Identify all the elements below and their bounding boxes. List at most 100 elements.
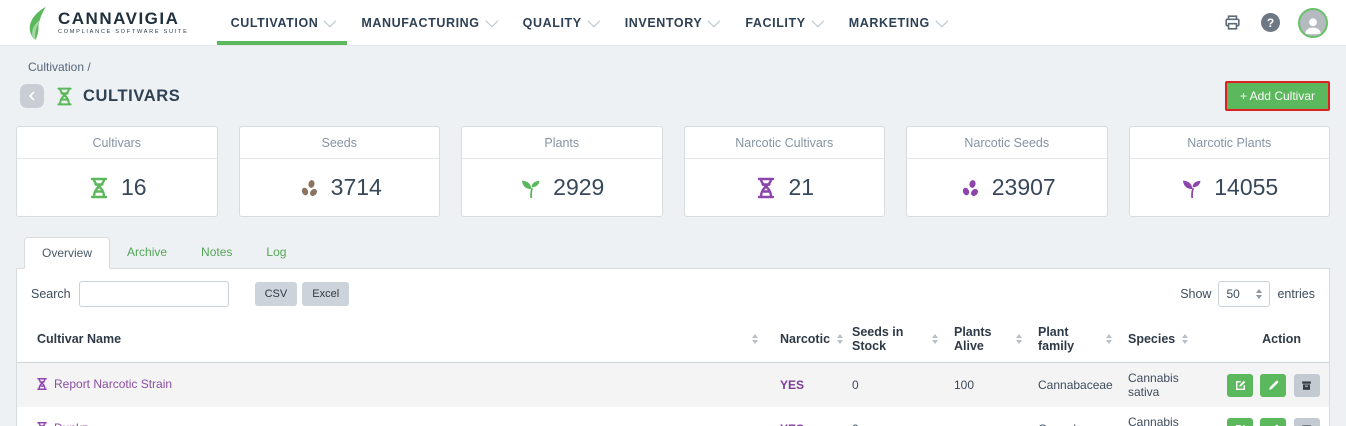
cultivar-link[interactable]: Dunkz [35, 421, 88, 426]
brand-tagline: COMPLIANCE SOFTWARE SUITE [58, 28, 189, 35]
column-header-seeds-in-stock[interactable]: Seeds in Stock [844, 317, 946, 363]
chevron-left-icon [28, 91, 35, 101]
nav-item-quality[interactable]: QUALITY [509, 0, 611, 45]
seeds-icon [961, 178, 980, 197]
table-row: Dunkz YES 0 - Cannabaceae Cannabis sativ… [17, 407, 1329, 426]
pencil-icon [1274, 424, 1279, 426]
nav-item-inventory[interactable]: INVENTORY [611, 0, 732, 45]
tab-notes[interactable]: Notes [201, 245, 233, 259]
stat-label: Cultivars [17, 127, 217, 159]
stat-card-cultivars: Cultivars 16 [16, 126, 218, 217]
plants-alive-cell: 100 [946, 362, 1030, 407]
show-label: Show [1180, 287, 1212, 301]
breadcrumb[interactable]: Cultivation / [28, 60, 91, 74]
nav-item-facility[interactable]: FACILITY [731, 0, 834, 45]
add-cultivar-button[interactable]: + Add Cultivar [1224, 81, 1330, 111]
edit-square-icon [1235, 424, 1245, 426]
export-csv-button[interactable]: CSV [254, 282, 298, 306]
chevron-down-icon [485, 14, 498, 28]
stat-value: 14055 [1214, 174, 1279, 200]
stat-label: Plants [462, 127, 662, 159]
archive-icon [1302, 424, 1312, 426]
seeds-in-stock-cell: 0 [844, 362, 946, 407]
plant-family-cell: Cannabaceae [1030, 407, 1120, 426]
plants-alive-cell: - [946, 407, 1030, 426]
dna-icon [37, 377, 47, 390]
search-input[interactable] [78, 281, 229, 307]
archive-button[interactable] [1293, 373, 1320, 397]
export-excel-button[interactable]: Excel [302, 282, 350, 306]
dna-icon [37, 421, 47, 426]
stat-cards: Cultivars 16 Seeds 3714 Plants 2929 Narc… [16, 126, 1330, 217]
stat-label: Seeds [239, 127, 439, 159]
chevron-down-icon [935, 14, 949, 28]
pencil-button[interactable] [1260, 417, 1287, 426]
help-icon[interactable]: ? [1261, 13, 1280, 32]
column-header-plants-alive[interactable]: Plants Alive [946, 317, 1030, 363]
archive-icon [1302, 380, 1312, 390]
stat-value: 2929 [553, 174, 605, 200]
brand-name: CANNAVIGIA [58, 8, 180, 28]
cultivar-link[interactable]: Report Narcotic Strain [35, 377, 172, 391]
chevron-down-icon [811, 14, 824, 28]
stat-value: 3714 [330, 174, 382, 200]
species-cell: Cannabis sativa [1120, 362, 1215, 407]
archive-button[interactable] [1293, 417, 1320, 426]
edit-button[interactable] [1227, 373, 1253, 397]
edit-button[interactable] [1227, 417, 1253, 426]
nav-item-cultivation[interactable]: CULTIVATION [216, 0, 348, 45]
stat-label: Narcotic Cultivars [684, 127, 884, 159]
sort-icon[interactable] [837, 334, 844, 344]
narcotic-cell: YES [772, 362, 844, 407]
dna-icon [90, 177, 108, 198]
seeds-in-stock-cell: 0 [844, 407, 946, 426]
nav-item-marketing[interactable]: MARKETING [835, 0, 959, 45]
cultivars-table: Cultivar Name Narcotic Seeds in Stock Pl… [17, 317, 1329, 426]
stat-card-seeds: Seeds 3714 [238, 126, 440, 217]
user-avatar[interactable] [1298, 7, 1328, 38]
edit-square-icon [1235, 380, 1245, 390]
cultivar-dna-icon [57, 87, 72, 105]
back-button[interactable] [20, 84, 44, 108]
chevron-down-icon [323, 14, 337, 28]
main-nav: CULTIVATION MANUFACTURING QUALITY INVENT… [216, 0, 959, 45]
person-icon [1305, 17, 1321, 34]
brand-logo[interactable]: CANNAVIGIA COMPLIANCE SOFTWARE SUITE [25, 0, 189, 45]
sprout-icon [522, 180, 540, 198]
table-toolbar: Search CSV Excel Show 50 entries [17, 269, 1329, 317]
search-label: Search [31, 287, 71, 301]
entries-label: entries [1277, 287, 1315, 301]
nav-item-manufacturing[interactable]: MANUFACTURING [347, 0, 508, 45]
leaf-logo-icon [29, 6, 46, 40]
stat-card-plants: Plants 2929 [461, 126, 663, 217]
tab-bar: Overview Archive Notes Log [24, 237, 1330, 269]
sprout-icon [1183, 180, 1201, 198]
sort-icon[interactable] [932, 334, 938, 344]
seeds-icon [300, 178, 319, 197]
pencil-icon [1269, 380, 1279, 390]
stat-value: 16 [120, 174, 147, 200]
column-header-species[interactable]: Species [1120, 317, 1215, 363]
table-row: Report Narcotic Strain YES 0 100 Cannaba… [17, 362, 1329, 407]
column-header-cultivar-name[interactable]: Cultivar Name [17, 317, 772, 363]
stat-card-narcotic-cultivars: Narcotic Cultivars 21 [683, 126, 885, 217]
sort-icon[interactable] [1182, 334, 1189, 344]
tab-overview[interactable]: Overview [24, 237, 111, 269]
column-header-plant-family[interactable]: Plant family [1030, 317, 1120, 363]
stat-value: 23907 [991, 174, 1056, 200]
pencil-button[interactable] [1260, 373, 1287, 397]
sort-icon[interactable] [1016, 334, 1022, 344]
plant-family-cell: Cannabaceae [1030, 362, 1120, 407]
print-icon[interactable] [1221, 12, 1243, 34]
spinner-icon [1256, 289, 1263, 299]
sort-icon[interactable] [752, 334, 758, 344]
tab-log[interactable]: Log [266, 245, 287, 259]
stat-label: Narcotic Seeds [907, 127, 1107, 159]
column-header-action: Action [1215, 317, 1329, 363]
overview-panel: Search CSV Excel Show 50 entries [16, 268, 1330, 426]
sort-icon[interactable] [1106, 334, 1112, 344]
tab-archive[interactable]: Archive [127, 245, 168, 259]
page-size-select[interactable]: 50 [1218, 281, 1271, 307]
stat-card-narcotic-plants: Narcotic Plants 14055 [1128, 126, 1330, 217]
column-header-narcotic[interactable]: Narcotic [772, 317, 844, 363]
